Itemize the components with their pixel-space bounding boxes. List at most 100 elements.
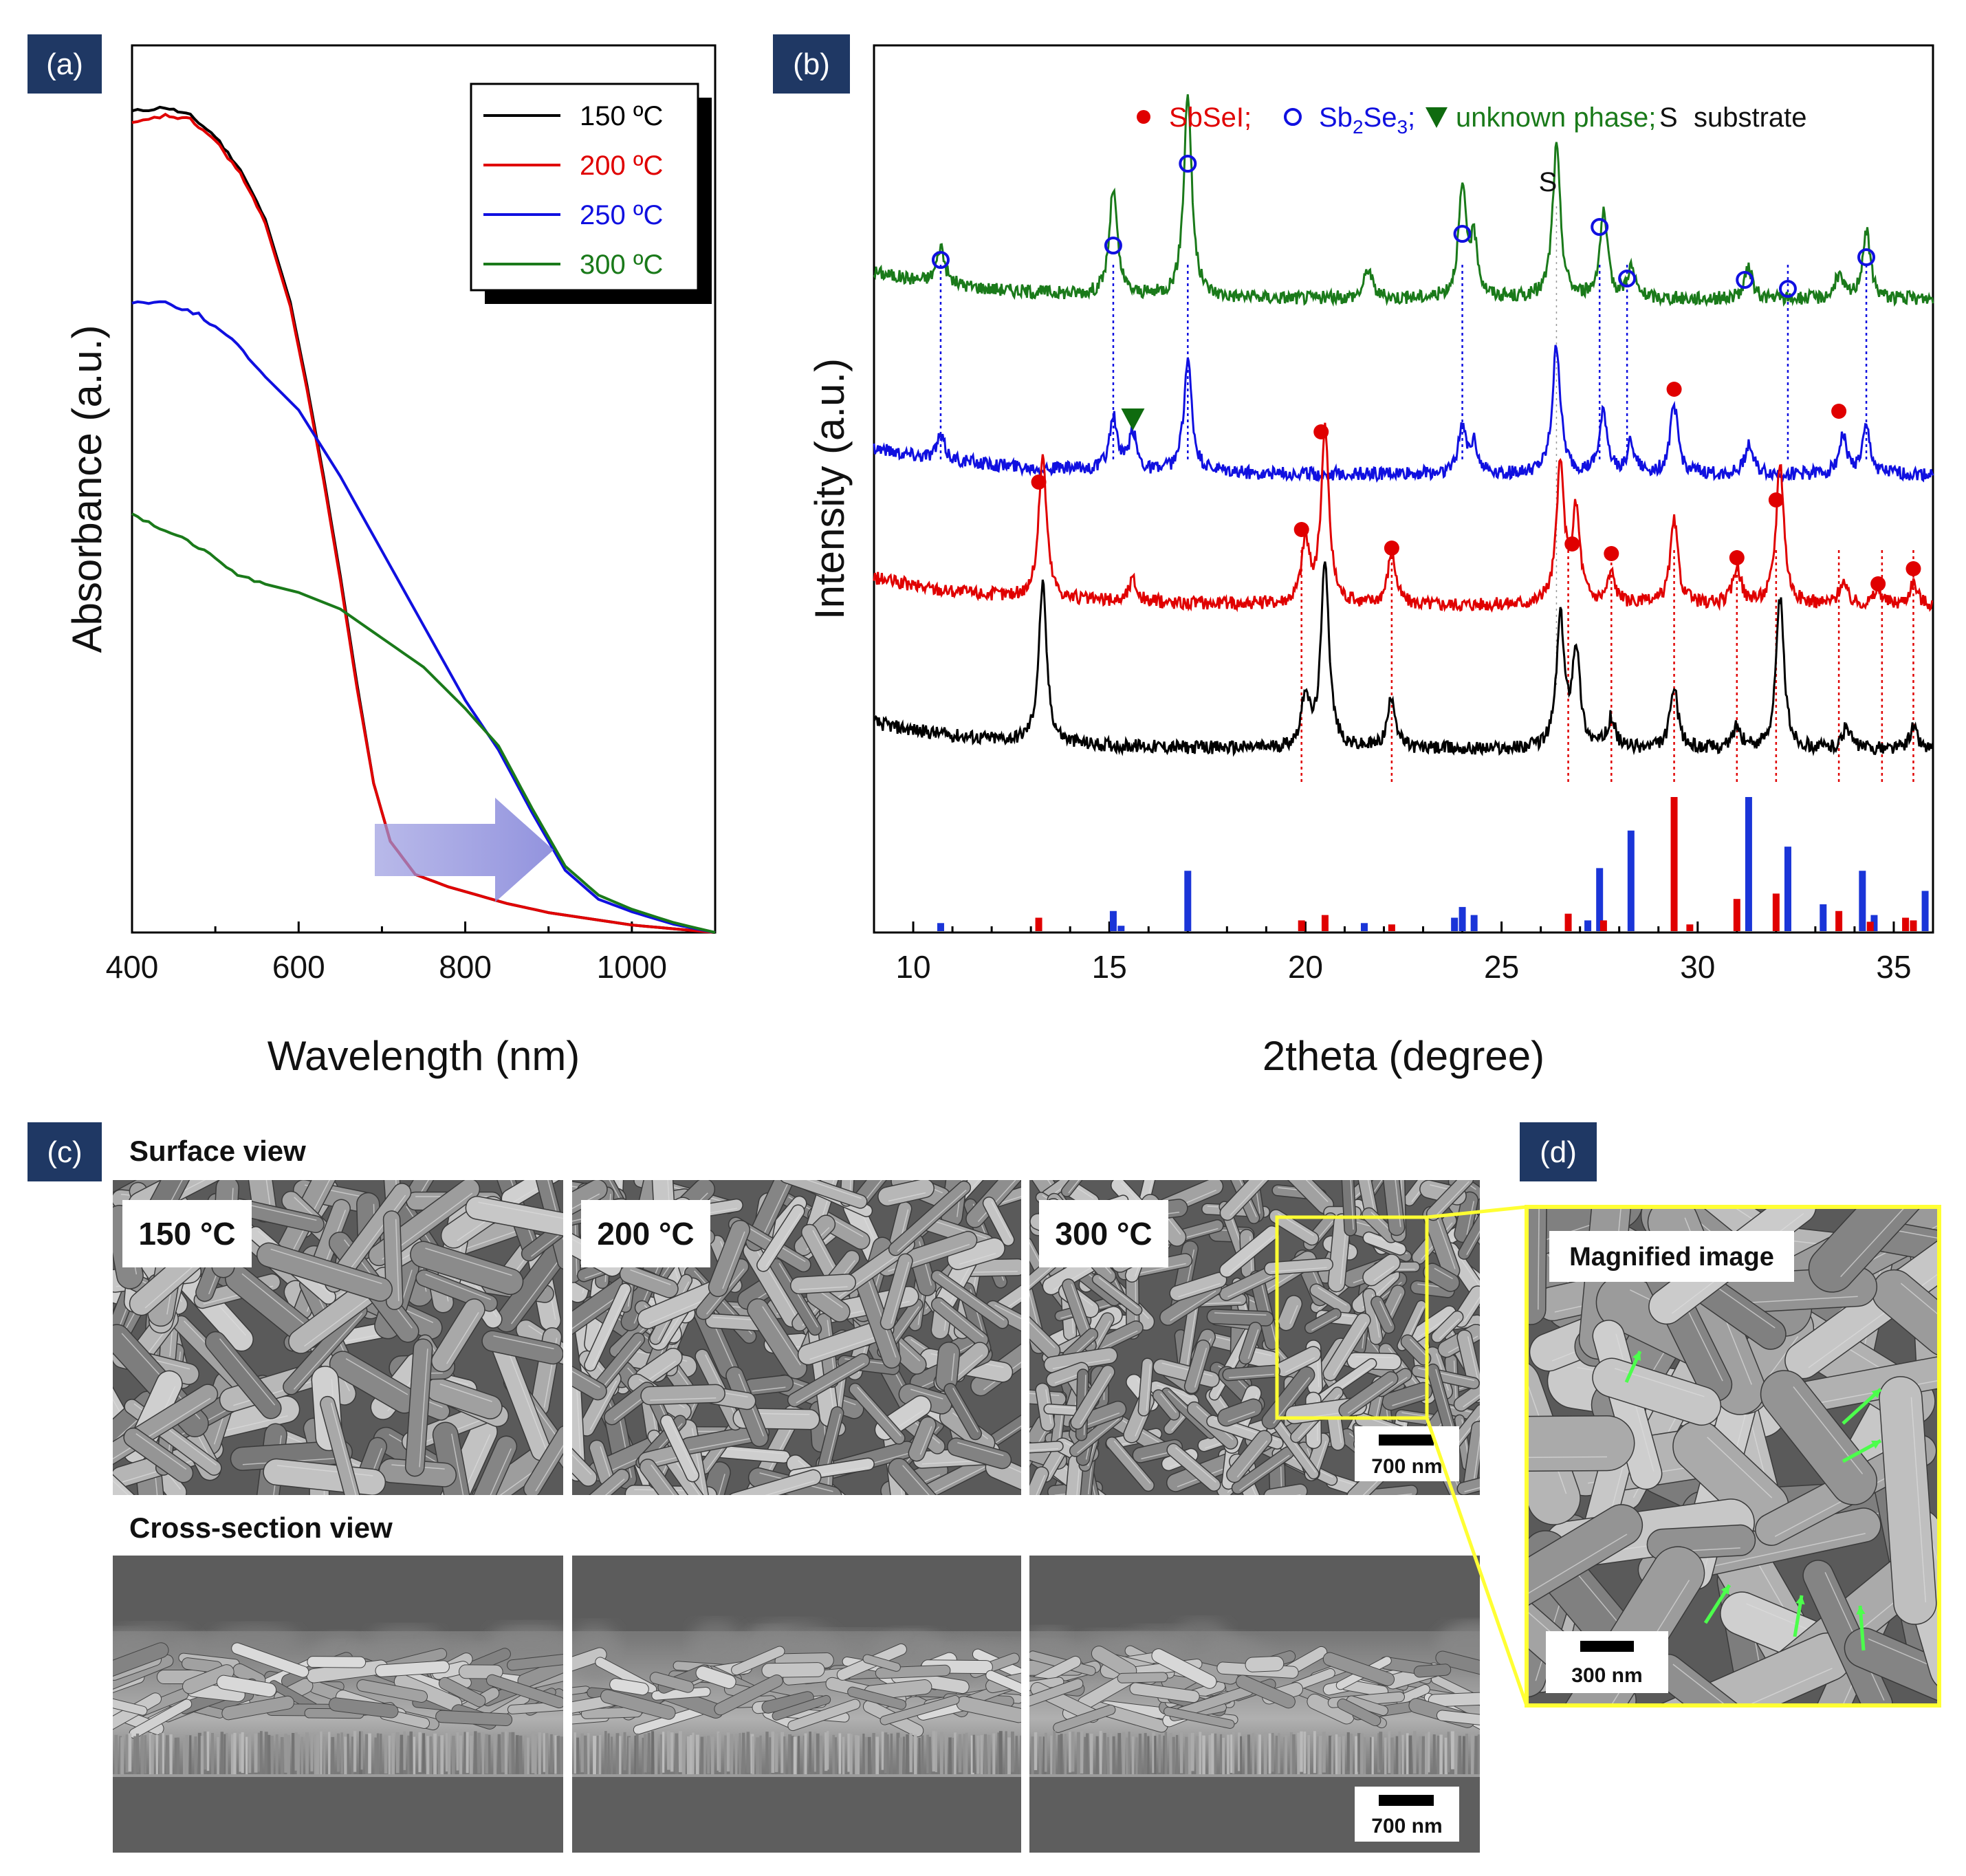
- sb2se3-marker: [1453, 225, 1472, 243]
- nanorod: [231, 1642, 309, 1678]
- column-grain: [493, 1733, 497, 1777]
- column-grain: [980, 1734, 983, 1780]
- column-grain: [527, 1737, 529, 1778]
- nanorod: [708, 1219, 751, 1298]
- nanorod-highlight: [1146, 1364, 1151, 1411]
- column-grain: [867, 1736, 871, 1776]
- nanorod-highlight: [1928, 1530, 1939, 1664]
- legend-label: 300 ºC: [580, 250, 663, 280]
- nanorod: [1183, 1339, 1211, 1395]
- column-grain: [1458, 1736, 1462, 1778]
- sem-texture: [572, 1180, 1021, 1495]
- temp-label-box: [581, 1200, 710, 1267]
- column-grain: [1238, 1732, 1241, 1771]
- column-grain: [1202, 1735, 1205, 1776]
- nanorod-highlight: [630, 1269, 671, 1285]
- column-grain: [881, 1731, 884, 1770]
- column-grain: [1465, 1733, 1468, 1776]
- nanorod-highlight: [787, 1180, 862, 1199]
- column-grain: [556, 1736, 560, 1779]
- column-grain: [827, 1731, 829, 1770]
- nanorod: [985, 1670, 1021, 1697]
- column-grain: [1451, 1731, 1454, 1769]
- nanorod-highlight: [669, 1419, 696, 1474]
- vacuum-region: [1029, 1556, 1480, 1631]
- nanorod-highlight: [572, 1446, 592, 1475]
- nanorod: [123, 1427, 194, 1483]
- column-grain: [403, 1731, 406, 1770]
- sbsei-stick: [1686, 924, 1694, 931]
- series-line-300: [131, 512, 716, 934]
- nanorod-highlight: [1175, 1447, 1217, 1483]
- legend-sbsei: SbSeI;: [1169, 102, 1252, 133]
- nanorod-highlight: [1910, 1397, 1927, 1603]
- nanorod-highlight: [902, 1465, 933, 1495]
- legend-box: [470, 83, 699, 292]
- column-grain: [1331, 1736, 1334, 1780]
- panel-b-y-title: Intensity (a.u.): [807, 358, 853, 620]
- column-grain: [426, 1736, 430, 1780]
- nanorod-highlight: [1840, 1207, 1937, 1278]
- nanorod: [1091, 1274, 1143, 1316]
- column-grain: [855, 1735, 858, 1777]
- sem-texture: [1527, 1207, 1939, 1705]
- nanorod: [1163, 1706, 1235, 1729]
- nanorod: [888, 1180, 972, 1256]
- nanorod-highlight: [535, 1436, 563, 1492]
- column-grain: [1318, 1736, 1322, 1776]
- column-grain: [1303, 1731, 1307, 1774]
- legend-se-text: Se: [1364, 102, 1397, 133]
- sbsei-stick: [1866, 921, 1874, 931]
- panel-a-plot-frame: [131, 44, 717, 934]
- nanorod-highlight: [940, 1301, 984, 1338]
- column-grain: [151, 1734, 154, 1776]
- nanorod: [1070, 1364, 1115, 1430]
- column-grain: [1095, 1736, 1099, 1776]
- nanorod: [877, 1180, 935, 1207]
- nanorod: [1457, 1201, 1480, 1260]
- nanorod: [1844, 1627, 1939, 1705]
- column-grain: [1190, 1732, 1194, 1771]
- x-tick-label: 15: [1092, 949, 1127, 985]
- column-grain: [1437, 1735, 1441, 1779]
- nanorod-highlight: [1435, 1368, 1455, 1435]
- column-grain: [1007, 1737, 1011, 1782]
- column-grain: [984, 1734, 987, 1774]
- series-line-200: [131, 112, 716, 934]
- column-grain: [958, 1734, 962, 1773]
- column-grain: [474, 1731, 477, 1774]
- nanorod-highlight: [113, 1452, 153, 1495]
- sem-texture: [1029, 1556, 1480, 1853]
- column-grain: [642, 1737, 646, 1782]
- column-grain: [554, 1735, 558, 1774]
- column-grain: [275, 1734, 278, 1777]
- interface-line: [1029, 1774, 1480, 1777]
- column-grain: [717, 1731, 720, 1771]
- legend-substrate: substrate: [1694, 102, 1807, 133]
- column-grain: [239, 1734, 243, 1772]
- sem-texture: [113, 1180, 563, 1495]
- nanorod-highlight: [1361, 1180, 1375, 1213]
- column-grain: [896, 1732, 900, 1775]
- column-grain: [1395, 1736, 1399, 1778]
- sbsei-stick: [1599, 920, 1607, 931]
- column-grain: [1112, 1736, 1115, 1780]
- nanorod-highlight: [531, 1221, 563, 1257]
- sbsei-marker: [1384, 541, 1399, 556]
- scale-bar-label: 300 nm: [1571, 1664, 1642, 1687]
- nanorod: [486, 1674, 563, 1709]
- legend-unknown: unknown phase;: [1456, 102, 1656, 133]
- panel-d-label: (d): [1540, 1135, 1577, 1169]
- sem-texture: [113, 1556, 563, 1853]
- column-grain: [320, 1731, 323, 1776]
- nanorod: [659, 1414, 700, 1483]
- nanorod: [1304, 1308, 1342, 1334]
- nanorod: [1338, 1371, 1399, 1418]
- nanorod-highlight: [1271, 1267, 1327, 1272]
- column-grain: [710, 1736, 714, 1780]
- nanorod-highlight: [510, 1234, 563, 1324]
- column-grain: [310, 1733, 314, 1771]
- sbsei-marker: [1604, 546, 1619, 561]
- column-grain: [944, 1734, 948, 1778]
- nanorod: [756, 1204, 805, 1272]
